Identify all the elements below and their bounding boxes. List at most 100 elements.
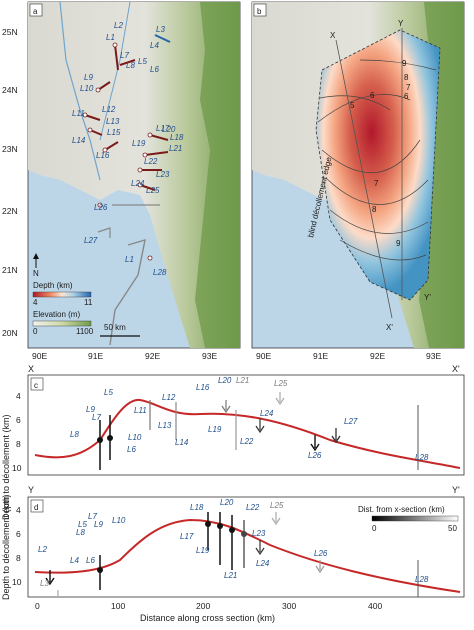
label-l6: L6 [150,65,159,74]
d-markers [45,512,419,597]
svg-text:N: N [33,269,39,278]
label-l7: L7 [120,51,129,60]
contour-labels: 5 6 7 8 9 9 8 7 6 [350,59,411,248]
svg-text:L26: L26 [314,549,328,558]
svg-text:92E: 92E [145,351,160,361]
d-station-labels: L2 L3 L4 L5 L6 L7 L8 L9 L10 L17 L18 L19 … [38,498,429,588]
svg-text:L3: L3 [40,579,49,588]
svg-text:L25: L25 [270,501,284,510]
svg-text:L19: L19 [196,546,210,555]
map-panel-b: b X X' Y Y' 5 6 7 8 9 9 8 7 6 blind déco… [251,1,465,349]
svg-text:L11: L11 [134,406,147,415]
label-l23: L23 [156,170,170,179]
transect-l27 [97,227,111,238]
svg-text:L26: L26 [308,451,322,460]
station-dots-a [82,42,153,261]
label-l12: L12 [102,105,116,114]
svg-text:L4: L4 [70,556,79,565]
svg-text:L22: L22 [240,437,254,446]
svg-text:L21: L21 [224,571,237,580]
label-l27: L27 [84,236,98,245]
svg-text:1100: 1100 [76,327,94,336]
svg-text:11: 11 [84,298,93,307]
svg-text:93E: 93E [426,351,441,361]
label-l11: L11 [72,109,85,118]
svg-text:L8: L8 [70,430,79,439]
svg-text:23N: 23N [2,144,18,154]
label-l24: L24 [131,179,145,188]
section-d-ylabel: Depth to décollement (km) [1,494,11,600]
panel-d-label: d [34,503,38,512]
decollement-profile-d [34,518,461,593]
depth-model [315,29,441,301]
svg-text:L28: L28 [415,453,429,462]
svg-text:0: 0 [35,601,40,611]
label-l9: L9 [84,73,93,82]
map-lat-ticks: 25N 24N 23N 22N 21N 20N [2,27,18,338]
svg-text:22N: 22N [2,206,18,216]
svg-text:L14: L14 [175,438,189,447]
svg-text:21N: 21N [2,265,18,275]
svg-text:X': X' [452,364,460,374]
svg-text:L22: L22 [246,503,260,512]
svg-text:L6: L6 [86,556,95,565]
panel-c-label: c [34,381,38,390]
svg-text:90E: 90E [256,351,271,361]
svg-text:7: 7 [374,179,379,188]
map-lon-ticks-a: 90E 91E 92E 93E [32,351,217,361]
svg-text:6: 6 [404,92,409,101]
svg-text:L13: L13 [158,421,172,430]
svg-text:7: 7 [406,83,411,92]
svg-text:L6: L6 [127,445,136,454]
label-l14: L14 [72,136,86,145]
c-station-labels: L5 L7 L8 L9 L10 L6 L11 L12 L13 L14 L16 L… [70,376,429,462]
label-l18: L18 [170,133,184,142]
label-l10: L10 [80,84,94,93]
svg-text:L7: L7 [88,512,97,521]
svg-text:L10: L10 [112,516,126,525]
svg-text:20N: 20N [2,328,18,338]
section-x-bottom: X' [386,323,393,332]
svg-text:L24: L24 [256,559,270,568]
svg-text:8: 8 [404,73,409,82]
svg-text:L10: L10 [128,433,142,442]
svg-text:Elevation (m): Elevation (m) [33,310,80,319]
svg-text:6: 6 [370,91,375,100]
svg-text:L20: L20 [220,498,234,507]
section-c-ylabel: Depth to décollement (km) [1,414,11,520]
map-panel-a: a L1 L2 L3 L4 L5 L6 L7 L8 L9 L10 L11 L12… [27,1,241,349]
map-lon-ticks-b: 90E 91E 92E 93E [256,351,441,361]
panel-b-label: b [257,7,262,16]
section-panel-d: Y Y' d 4 6 8 10 [1,485,465,623]
svg-text:5: 5 [350,101,355,110]
label-l25: L25 [146,186,160,195]
svg-text:Depth (km): Depth (km) [33,281,73,290]
svg-text:L20: L20 [218,376,232,385]
svg-text:6: 6 [16,529,21,539]
label-l8: L8 [126,61,135,70]
svg-text:L9: L9 [94,520,103,529]
section-x-top: X [330,31,336,40]
distance-legend: Dist. from x-section (km) 0 50 [358,505,459,533]
label-l16: L16 [96,151,110,160]
svg-text:L24: L24 [260,409,274,418]
label-l5: L5 [138,57,147,66]
label-l26: L26 [94,203,108,212]
svg-text:L5: L5 [78,520,87,529]
label-l22: L22 [144,157,158,166]
svg-text:L27: L27 [344,417,358,426]
label-l15: L15 [107,128,121,137]
svg-text:6: 6 [16,415,21,425]
svg-text:4: 4 [16,391,21,401]
section-panel-c: X X' c 4 6 8 10 L5 L7 L8 [1,364,465,520]
section-y-bottom: Y' [424,293,431,302]
label-l2: L2 [114,21,123,30]
svg-text:24N: 24N [2,85,18,95]
river [59,1,101,181]
svg-text:L21: L21 [236,376,249,385]
section-d-xlabel: Distance along cross section (km) [140,613,275,623]
depth-legend: Depth (km) 4 11 Elevation (m) 0 1100 [32,281,94,336]
svg-text:4: 4 [16,505,21,515]
label-l20: L20 [162,125,176,134]
